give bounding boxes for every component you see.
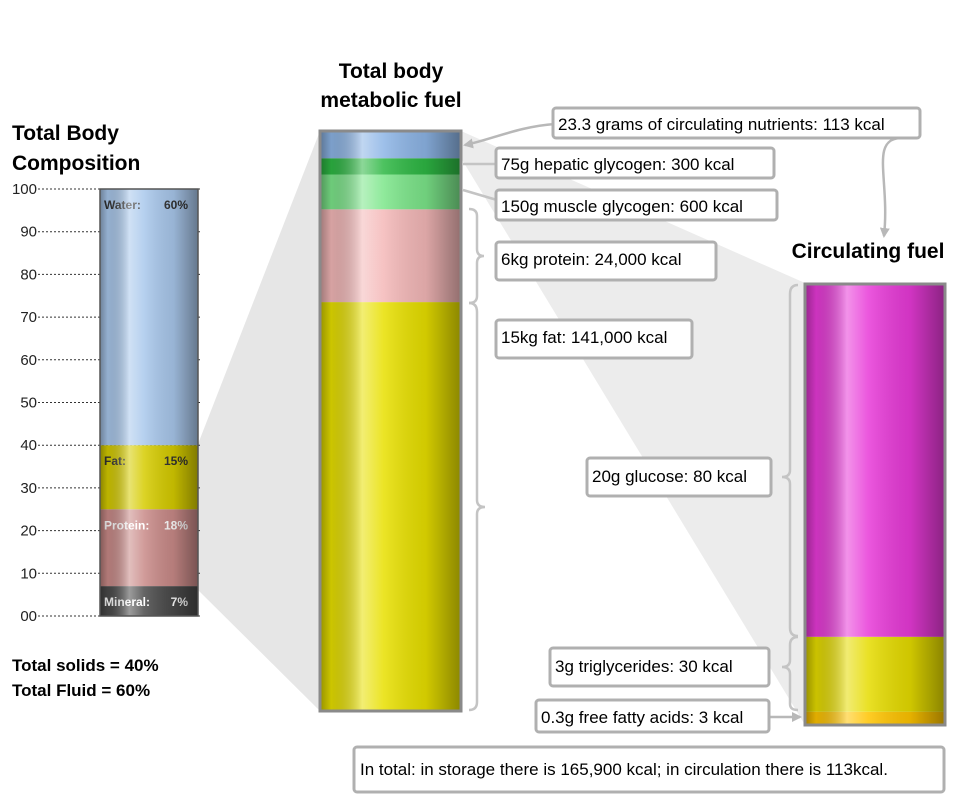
svg-text:150g muscle glycogen: 600 kcal: 150g muscle glycogen: 600 kcal: [501, 197, 743, 216]
total-solids: Total solids = 40%: [12, 656, 159, 675]
axis-tick-label: 20: [20, 523, 37, 540]
composition-to-metabolic-projection: [198, 131, 320, 711]
fat-brace: [468, 301, 486, 712]
axis-tick-label: 30: [20, 480, 37, 497]
svg-text:20g glucose: 80 kcal: 20g glucose: 80 kcal: [592, 467, 747, 486]
muscle-connector: [462, 188, 498, 202]
circulating-bar: [803, 282, 947, 727]
svg-text:In total: in storage there is: In total: in storage there is 165,900 kc…: [360, 760, 888, 779]
callout-free-fatty-acids: 0.3g free fatty acids: 3 kcal: [534, 698, 771, 734]
metabolic-title: Total body: [339, 60, 444, 83]
metabolic-bar: [318, 129, 463, 713]
total-fluid: Total Fluid = 60%: [12, 681, 150, 700]
axis-tick-label: 70: [20, 309, 37, 326]
axis-tick-label: 50: [20, 395, 37, 412]
svg-text:23.3 grams of circulating nutr: 23.3 grams of circulating nutrients: 113…: [558, 115, 885, 134]
metabolic-bar-outline: [318, 129, 463, 713]
svg-text:15kg fat: 141,000 kcal: 15kg fat: 141,000 kcal: [501, 328, 667, 347]
callout-muscle-glycogen: 150g muscle glycogen: 600 kcal: [494, 188, 779, 222]
circulating-bar-outline: [803, 282, 947, 727]
callout-fat: 15kg fat: 141,000 kcal: [494, 318, 694, 360]
callout-protein: 6kg protein: 24,000 kcal: [494, 240, 718, 282]
svg-text:3g triglycerides: 30 kcal: 3g triglycerides: 30 kcal: [555, 657, 733, 676]
circulating-title: Circulating fuel: [792, 240, 945, 263]
composition-bar-shading: [100, 189, 198, 616]
callout-triglycerides: 3g triglycerides: 30 kcal: [548, 646, 771, 688]
composition-bar-outline: [99, 188, 199, 617]
axis-tick-label: 40: [20, 437, 37, 454]
callout-glucose: 20g glucose: 80 kcal: [585, 456, 773, 498]
nutrients-arrow-right: [879, 136, 901, 238]
axis-tick-label: 80: [20, 266, 37, 283]
triglycerides-brace: [781, 635, 799, 712]
svg-text:75g hepatic glycogen: 300 kcal: 75g hepatic glycogen: 300 kcal: [501, 155, 734, 174]
nutrients-arrow-left: [463, 122, 557, 149]
metabolic-title-line2: metabolic fuel: [320, 89, 461, 112]
axis-tick-label: 100: [12, 181, 37, 198]
svg-text:0.3g free fatty acids: 3 kcal: 0.3g free fatty acids: 3 kcal: [541, 708, 743, 727]
composition-title: Total Body: [12, 122, 119, 145]
composition-bar: Mineral:7%Protein:18%Fat:15%Water:60%: [99, 188, 199, 617]
svg-text:6kg protein: 24,000 kcal: 6kg protein: 24,000 kcal: [501, 250, 682, 269]
callout-total: In total: in storage there is 165,900 kc…: [352, 745, 946, 794]
protein-brace: [468, 207, 485, 305]
axis-tick-label: 00: [20, 608, 37, 625]
composition-title-line2: Composition: [12, 152, 140, 175]
callout-hepatic-glycogen: 75g hepatic glycogen: 300 kcal: [494, 146, 776, 180]
metabolic-bar-shading: [320, 131, 461, 711]
axis-tick-label: 10: [20, 565, 37, 582]
circulating-bar-shading: [805, 284, 945, 725]
axis-tick-label: 60: [20, 352, 37, 369]
callout-circulating-nutrients: 23.3 grams of circulating nutrients: 113…: [551, 106, 922, 140]
glucose-brace: [781, 283, 799, 638]
axis-tick-label: 90: [20, 224, 37, 241]
